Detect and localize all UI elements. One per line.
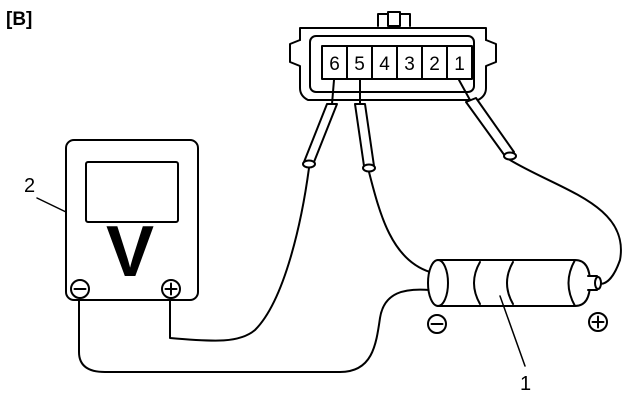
- pin-label: 4: [379, 54, 390, 75]
- figure-label: [B]: [6, 9, 32, 30]
- battery-negative-icon: [427, 314, 447, 334]
- probe-pin-1: [458, 79, 517, 161]
- battery-band: [506, 261, 514, 305]
- battery-positive-icon: [588, 312, 608, 332]
- connector-latch-tab: [387, 11, 401, 27]
- wire-pin5-to-battery-negative: [368, 171, 431, 273]
- wire-pin1-to-battery-positive: [509, 159, 622, 285]
- wire-pin6-to-meter-positive: [169, 167, 310, 342]
- pin-label: 6: [329, 54, 340, 75]
- probe-pin-6: [302, 79, 338, 169]
- pin-label: 3: [404, 54, 415, 75]
- wire-meter-negative-to-battery-negative: [78, 288, 431, 373]
- connector: 6 5 4 3 2 1: [289, 11, 497, 101]
- callout-battery-leader: [499, 295, 526, 367]
- battery-band: [473, 261, 481, 305]
- callout-multimeter: 2: [24, 175, 35, 197]
- connector-inner-frame: [309, 35, 475, 93]
- connector-housing-top: [299, 27, 487, 41]
- multimeter-display: [85, 161, 179, 223]
- callout-battery: 1: [520, 373, 531, 395]
- multimeter-body: [65, 139, 199, 301]
- pin-label: 1: [454, 54, 465, 75]
- probe-pin-5: [354, 79, 376, 173]
- battery-body: [437, 259, 591, 307]
- voltmeter-symbol: V: [106, 212, 154, 292]
- pin-label: 5: [354, 54, 365, 75]
- battery-negative-end: [427, 259, 449, 307]
- callout-multimeter-leader: [36, 197, 67, 213]
- pin-label: 2: [429, 54, 440, 75]
- meter-negative-terminal-icon: [70, 279, 90, 299]
- connector-housing: [289, 39, 497, 101]
- meter-positive-terminal-icon: [161, 279, 181, 299]
- battery-band: [567, 259, 576, 307]
- battery: [427, 259, 602, 307]
- multimeter: V: [65, 139, 199, 301]
